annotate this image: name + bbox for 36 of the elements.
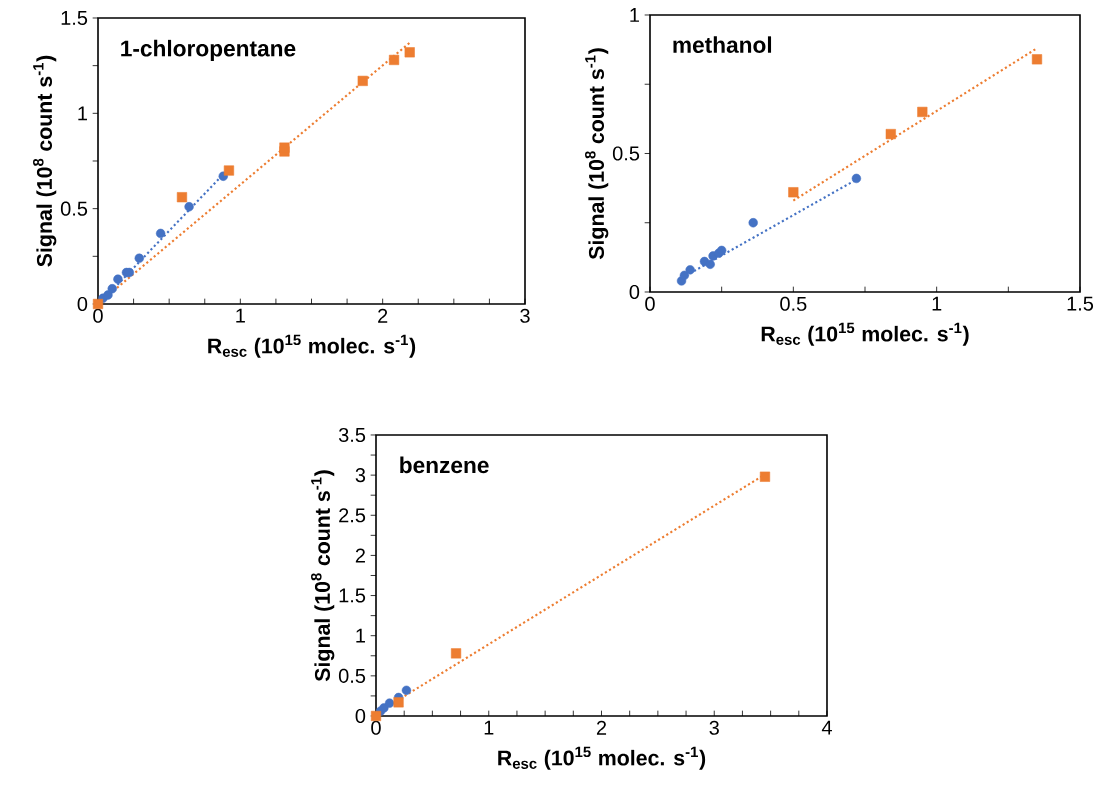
text: benzene <box>400 456 489 474</box>
y-axis-title: Signal (10$^{8}$ count s$^{-1}$) <box>311 470 335 682</box>
x-tick-label: 2 <box>378 308 388 323</box>
y-tick-label: 2 <box>355 548 365 563</box>
x-tick-label: 3 <box>520 308 530 323</box>
y-tick-label: 1 <box>78 106 87 121</box>
y-tick-label: 0.5 <box>612 146 640 161</box>
y-tick-label: 1 <box>630 8 639 22</box>
x-tick-label: 2 <box>596 720 607 735</box>
y-tick-label: 0 <box>355 708 366 724</box>
y-axis-title: Signal (10$^{8}$ count s$^{-1}$) <box>33 55 57 267</box>
y-tick-label: 0 <box>629 284 640 300</box>
x-axis-title: R$_{esc}$ (10$^{15}$ molec. s$^{-1}$) <box>208 334 416 358</box>
x-tick-label: 1.5 <box>1067 296 1094 311</box>
y-tick-label: 2.5 <box>339 508 366 523</box>
x-tick-label: 0 <box>645 296 655 311</box>
y-tick-label: 3 <box>355 468 366 483</box>
x-axis-title: R$_{esc}$ (10$^{15}$ molec. s$^{-1}$) <box>498 746 706 770</box>
text: methanol <box>673 36 772 53</box>
x-tick-label: 3 <box>709 720 719 735</box>
y-axis-title: Signal (10$^{8}$ count s$^{-1}$) <box>585 48 609 260</box>
x-tick-label: 1 <box>484 720 494 735</box>
text: 1-chloropentane <box>121 39 296 61</box>
y-tick-label: 0.5 <box>338 668 366 683</box>
x-tick-label: 0.5 <box>780 296 807 311</box>
x-axis-title: R$_{esc}$ (10$^{15}$ molec. s$^{-1}$) <box>761 322 969 346</box>
x-tick-label: 4 <box>821 720 832 735</box>
x-tick-label: 0 <box>93 308 103 323</box>
x-tick-label: 1 <box>932 296 942 311</box>
y-tick-label: 0.5 <box>60 201 88 216</box>
y-tick-label: 1.5 <box>339 588 366 603</box>
y-tick-label: 1.5 <box>61 11 88 25</box>
x-tick-label: 0 <box>371 720 381 735</box>
x-tick-label: 1 <box>236 308 245 323</box>
y-tick-label: 3.5 <box>338 427 366 443</box>
y-tick-label: 1 <box>356 628 365 643</box>
